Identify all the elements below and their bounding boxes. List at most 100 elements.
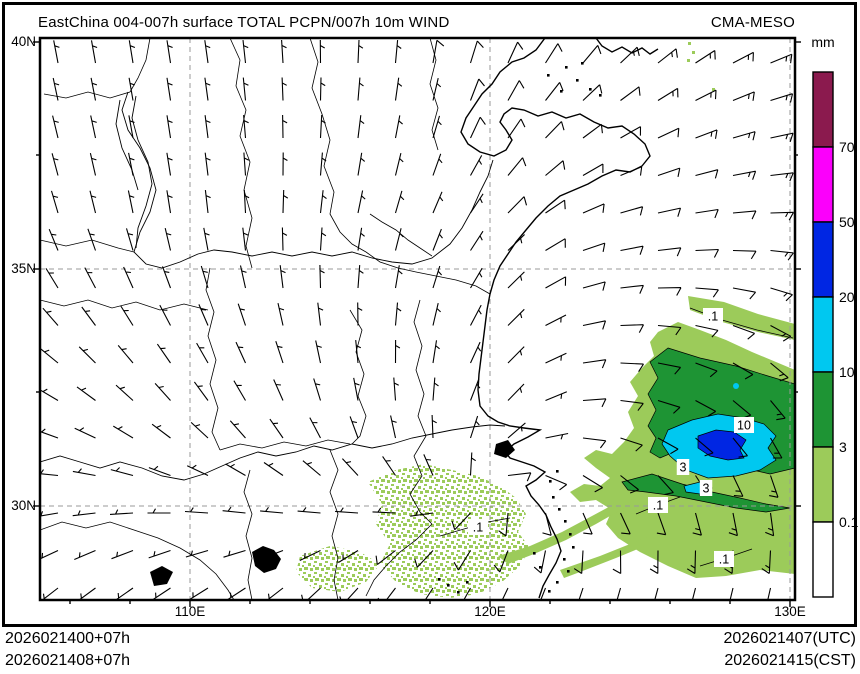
wind-barb (237, 303, 247, 326)
wind-barb (732, 362, 754, 380)
wind-barb (372, 507, 396, 514)
wind-barb (72, 468, 96, 477)
wind-barb (222, 506, 246, 514)
wind-barb (226, 587, 246, 600)
wind-barb (657, 127, 680, 139)
wind-barb (319, 152, 327, 176)
colorbar-tick-label: 70 (839, 139, 855, 155)
wind-barb (657, 362, 682, 375)
wind-barb (469, 452, 476, 476)
wind-barb (190, 421, 209, 439)
wind-barb (432, 115, 442, 139)
wind-barb (52, 115, 59, 139)
wind-barb (582, 475, 603, 493)
wind-barb (620, 512, 631, 535)
wind-barb (695, 129, 718, 139)
wind-barb (111, 549, 134, 560)
wind-barb (357, 77, 364, 101)
wind-barb (166, 190, 173, 214)
wind-barb (394, 339, 401, 364)
wind-barb (545, 238, 566, 251)
wind-barb (338, 550, 359, 563)
coastline (460, 38, 651, 599)
precip-shading (296, 42, 795, 598)
wind-barb (507, 80, 525, 101)
wind-barb (204, 77, 211, 101)
wind-barb (48, 228, 59, 251)
wind-barb (507, 234, 525, 251)
wind-barb (341, 458, 359, 476)
wind-barb (357, 302, 363, 326)
wind-barb (115, 384, 134, 401)
wind-barb (657, 475, 674, 496)
wind-barb (657, 324, 682, 336)
wind-barb (620, 399, 644, 411)
wind-barb (117, 345, 134, 364)
colorbar-tick-label: 0.1 (839, 514, 859, 530)
wind-barb (542, 512, 552, 536)
wind-barb (200, 265, 209, 289)
wind-barb (147, 508, 171, 514)
wind-barb (357, 190, 366, 214)
wind-barb (657, 399, 681, 414)
wind-barb (127, 190, 135, 214)
contour-label: 10 (737, 419, 751, 433)
map-content (40, 38, 795, 600)
wind-barb (470, 193, 484, 214)
wind-barb (302, 460, 321, 476)
wind-barb (128, 152, 135, 176)
wind-barb (582, 437, 607, 449)
wind-barb (89, 152, 97, 176)
wind-barb (507, 308, 525, 326)
wind-barb (243, 152, 250, 176)
wind-barb (353, 377, 360, 401)
wind-barb (282, 114, 288, 139)
contour-label: .1 (719, 553, 729, 567)
colorbar-segment (812, 71, 834, 148)
wind-barb (243, 115, 249, 139)
wind-barb (657, 87, 679, 101)
wind-barb (507, 383, 525, 401)
map-border (38, 36, 797, 602)
wind-barb (432, 191, 444, 214)
y-axis-label: 30N (11, 498, 36, 513)
wind-barb (357, 227, 365, 251)
wind-barb (242, 40, 249, 64)
wind-barb (770, 172, 794, 182)
wind-barb (166, 115, 173, 139)
wind-barb (463, 587, 471, 600)
wind-barb (686, 550, 697, 574)
wind-barbs (40, 39, 794, 600)
wind-barb (732, 437, 748, 458)
wind-barb (319, 39, 325, 64)
wind-barb (507, 41, 524, 64)
wind-barb (410, 510, 434, 517)
wind-barb (453, 550, 471, 571)
contour-label: .1 (653, 499, 663, 513)
wind-barb (52, 77, 60, 101)
wind-barb (732, 51, 754, 64)
wind-barb (582, 320, 607, 330)
wind-barb (620, 206, 644, 216)
wind-barb (196, 342, 209, 364)
wind-barb (161, 266, 172, 289)
wind-barb (470, 116, 486, 139)
lake (252, 546, 281, 573)
y-axis-label: 40N (11, 34, 36, 49)
wind-barb (657, 167, 681, 178)
wind-barb (732, 170, 757, 180)
wind-barb (394, 265, 403, 289)
wind-barb (432, 153, 443, 176)
wind-barb (113, 425, 134, 439)
x-axis-label: 120E (474, 604, 506, 619)
wind-barb (657, 287, 682, 296)
wind-barb (507, 472, 532, 482)
contour-labels: .1 10 3 3 .1 .1 .1 (468, 308, 754, 567)
wind-barb (582, 123, 603, 139)
wind-barb (198, 304, 209, 326)
wind-barb (732, 287, 757, 300)
colorbar (812, 71, 834, 598)
wind-barb (186, 464, 209, 476)
wind-barb (765, 512, 775, 537)
